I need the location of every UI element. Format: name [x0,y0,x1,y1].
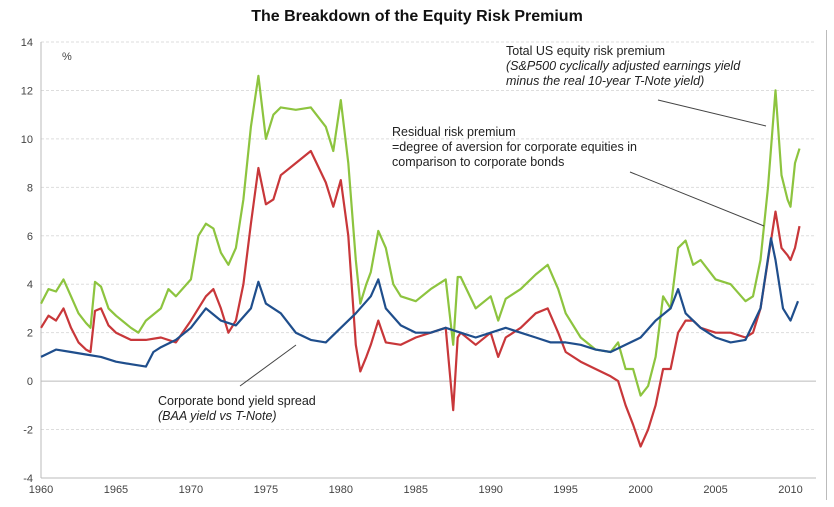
leader-line-total [657,99,767,127]
annotation-total: Total US equity risk premium (S&P500 cyc… [506,44,740,89]
y-tick-label: -2 [23,425,33,437]
x-tick-label: 1990 [478,484,502,496]
series-line-total [40,74,801,397]
annotation-spread-line2: (BAA yield vs T-Note) [158,409,277,423]
y-tick-label: 4 [27,279,33,291]
x-tick-label: 1970 [179,484,203,496]
x-tick-label: 2005 [703,484,727,496]
x-tick-label: 1995 [553,484,577,496]
series-line-spread [40,237,800,368]
chart-title: The Breakdown of the Equity Risk Premium [251,8,583,25]
x-tick-label: 1975 [254,484,278,496]
annotation-spread: Corporate bond yield spread (BAA yield v… [158,394,316,424]
annotation-total-line3: minus the real 10-year T-Note yield) [506,74,705,88]
annotation-total-title: Total US equity risk premium [506,44,666,58]
x-tick-label: 1965 [104,484,128,496]
annotation-residual-line3: comparison to corporate bonds [392,155,565,169]
leader-line-spread [239,344,297,387]
y-tick-label: 12 [21,85,33,97]
series-line-residual [40,149,801,448]
annotation-residual-title: Residual risk premium [392,125,516,139]
leader-line-residual [629,171,765,227]
x-tick-label: 1960 [29,484,53,496]
annotation-residual: Residual risk premium =degree of aversio… [392,125,637,170]
y-tick-label: -4 [23,473,33,485]
y-tick-label: 2 [27,328,33,340]
annotation-spread-title: Corporate bond yield spread [158,394,316,408]
y-tick-label: 8 [27,182,33,194]
y-tick-label: 10 [21,134,33,146]
x-tick-label: 2000 [628,484,652,496]
y-tick-label: 14 [21,37,33,49]
annotation-total-line2: (S&P500 cyclically adjusted earnings yie… [506,59,741,73]
y-axis-label: % [62,51,72,63]
y-tick-label: 6 [27,231,33,243]
x-tick-label: 2010 [778,484,802,496]
x-tick-label: 1980 [329,484,353,496]
frame-edge [826,30,827,500]
y-tick-label: 0 [27,376,33,388]
x-tick-label: 1985 [404,484,428,496]
annotation-residual-line2: =degree of aversion for corporate equiti… [392,140,637,154]
